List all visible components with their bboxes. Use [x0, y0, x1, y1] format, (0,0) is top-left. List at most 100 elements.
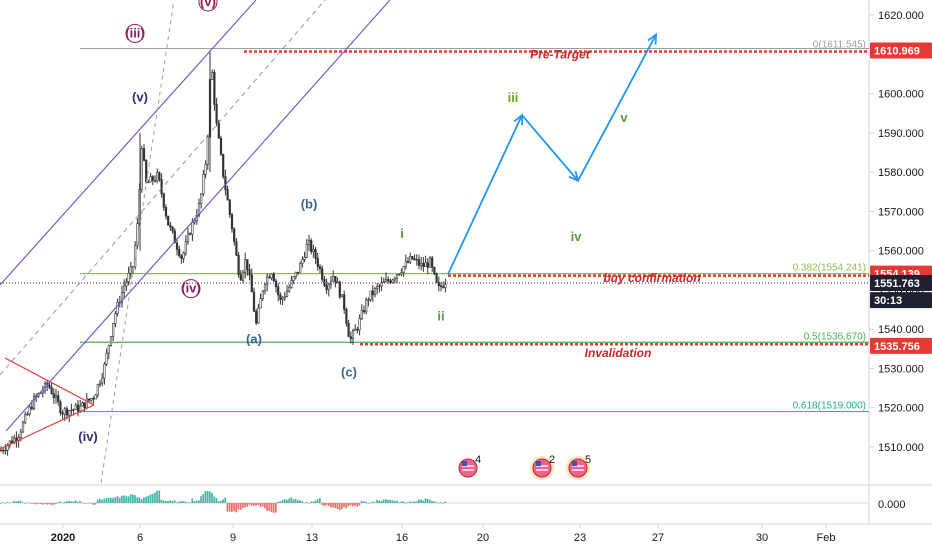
oscillator-bar: [332, 503, 334, 508]
candle-body: [444, 284, 447, 288]
candles: [0, 50, 447, 456]
oscillator-bar: [336, 503, 339, 509]
channel-lower-line[interactable]: [5, 0, 391, 432]
candle-body: [314, 249, 317, 259]
price-tick-label: 1520.000: [878, 403, 924, 415]
oscillator-bar: [154, 492, 156, 503]
candle-body: [173, 230, 176, 244]
oscillator-bar: [312, 501, 315, 503]
oscillator-pane[interactable]: [0, 487, 869, 523]
drawing-tools[interactable]: [0, 0, 869, 484]
wave-label: (iv): [78, 429, 98, 444]
time-tick-label: 9: [230, 532, 236, 544]
fibonacci-retracement[interactable]: 0(1611.545) 0.382(1554.241) 0.5(1536.670) 0…: [80, 39, 869, 413]
flag-canton: [536, 461, 541, 466]
candle-body: [312, 249, 315, 252]
candle-body: [19, 431, 22, 438]
candle-body: [413, 258, 416, 261]
candle-body: [241, 271, 245, 281]
candle-body: [261, 290, 264, 300]
projection-arrowhead: [647, 32, 657, 45]
projection-segment[interactable]: [521, 114, 579, 182]
candle-body: [252, 291, 256, 312]
price-pane[interactable]: [0, 0, 869, 483]
oscillator-bar: [360, 500, 363, 503]
event-badge[interactable]: 5: [566, 454, 591, 480]
oscillator-bar: [391, 500, 394, 503]
wave-label: (iii): [125, 25, 145, 40]
oscillator-bar: [63, 501, 66, 503]
candle-body: [437, 281, 440, 287]
channel-midline[interactable]: [0, 0, 326, 376]
oscillator-bar: [167, 500, 169, 503]
event-badges[interactable]: 4 2 5: [458, 454, 591, 480]
oscillator-bar: [440, 502, 442, 503]
oscillator-bar: [187, 502, 189, 504]
oscillator-bar: [301, 501, 304, 503]
oscillator-bar: [286, 499, 288, 503]
candle-body: [206, 136, 209, 165]
candle-body: [109, 336, 113, 346]
wave-label: iv: [571, 229, 583, 244]
candle-body: [288, 286, 291, 292]
candle-body: [294, 271, 297, 278]
oscillator-bar: [319, 497, 321, 503]
projection-segment[interactable]: [447, 114, 523, 275]
oscillator-bar: [325, 503, 328, 506]
oscillator-bar: [235, 503, 238, 513]
oscillator-bar: [352, 503, 354, 507]
candle-body: [351, 330, 355, 340]
projection-segment[interactable]: [577, 34, 657, 182]
triangle-lower-line[interactable]: [0, 404, 95, 450]
candle-body: [83, 402, 86, 409]
candle-body: [200, 193, 203, 204]
candle-body: [4, 449, 7, 452]
oscillator-bar: [176, 502, 178, 503]
price-tag-label: 1610.969: [874, 45, 920, 57]
candle-body: [266, 276, 269, 286]
wave-projection[interactable]: [447, 32, 657, 275]
time-axis[interactable]: 2020 6 9 13 16 20 23 27 30 Feb: [51, 524, 836, 544]
oscillator-bar: [330, 503, 332, 508]
oscillator-bar: [239, 503, 242, 510]
oscillator-bar: [94, 503, 97, 505]
time-tick-label: 16: [396, 532, 408, 544]
oscillator-bar: [257, 503, 260, 506]
oscillator-bar: [385, 499, 387, 503]
candle-body: [101, 377, 104, 384]
oscillator-bar: [253, 503, 255, 506]
oscillator-bar: [343, 503, 345, 508]
candle-body: [338, 281, 341, 298]
oscillator-bar: [435, 502, 438, 503]
candle-body: [292, 276, 295, 281]
oscillator-bar: [140, 499, 143, 503]
time-tick-label: 30: [756, 532, 768, 544]
event-badge[interactable]: 4: [458, 454, 481, 478]
candle-body: [2, 449, 5, 452]
candle-body: [61, 412, 64, 415]
oscillator-bar: [259, 503, 262, 508]
candle-body: [158, 172, 161, 180]
oscillator-bar: [431, 500, 433, 503]
candle-body: [70, 409, 73, 412]
price-axis[interactable]: 1620.0001610.0001600.0001590.0001580.000…: [869, 10, 924, 511]
oscillator-bar: [290, 497, 293, 503]
dashed-trendline[interactable]: [100, 0, 175, 484]
candle-body: [8, 440, 11, 446]
oscillator-bar: [393, 500, 396, 503]
oscillator-bar: [426, 498, 429, 503]
oscillator-bar: [79, 501, 81, 503]
oscillator-bar: [195, 500, 198, 503]
oscillator-bar: [96, 499, 99, 503]
oscillator-bar: [345, 503, 348, 509]
candle-body: [21, 422, 25, 433]
event-badge[interactable]: 2: [530, 454, 555, 480]
candle-body: [244, 259, 247, 273]
candle-body: [114, 313, 117, 324]
channel-upper-line[interactable]: [0, 0, 257, 286]
oscillator-bar: [279, 501, 282, 503]
oscillator-bar: [121, 495, 123, 503]
